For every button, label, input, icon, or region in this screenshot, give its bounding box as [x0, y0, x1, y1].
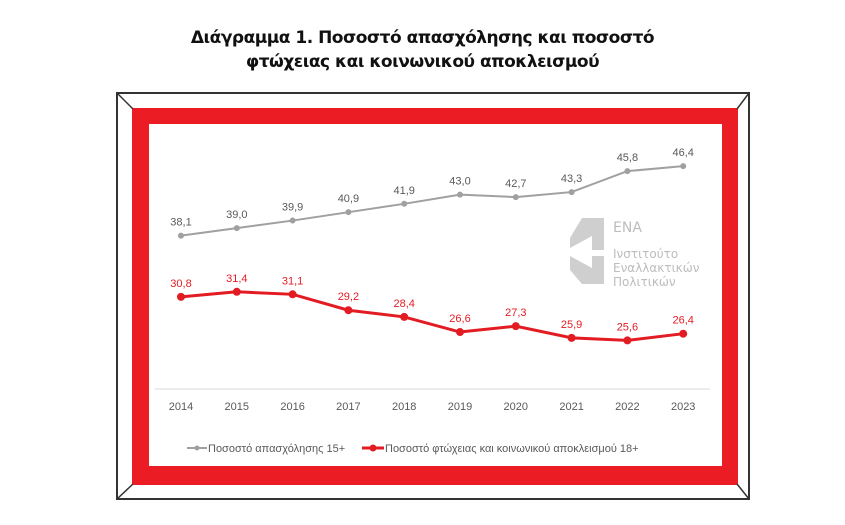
data-label: 28,4 [393, 298, 414, 310]
data-label: 40,9 [338, 193, 359, 205]
data-label: 43,0 [449, 176, 470, 188]
legend: Ποσοστό απασχόλησης 15+ Ποσοστό φτώχειας… [187, 443, 639, 455]
legend-marker-employment [194, 445, 200, 451]
data-point [623, 336, 632, 345]
logo-mark-icon [570, 218, 604, 250]
x-tick-label: 2022 [615, 401, 639, 413]
logo-line-2: Εναλλακτικών [613, 261, 700, 275]
data-point [289, 217, 296, 224]
data-point [233, 225, 240, 232]
data-label: 39,0 [226, 209, 247, 221]
data-point [680, 163, 687, 170]
data-point [178, 232, 184, 239]
data-label: 25,9 [561, 319, 582, 331]
x-tick-label: 2014 [169, 401, 193, 413]
x-tick-label: 2023 [671, 401, 695, 413]
data-label: 26,6 [449, 313, 470, 325]
series-line-0 [180, 165, 684, 237]
x-tick-label: 2015 [225, 401, 249, 413]
data-label: 31,4 [226, 273, 247, 285]
data-point [344, 306, 353, 315]
data-label: 46,4 [672, 147, 693, 159]
data-label: 45,8 [617, 152, 638, 164]
title-line-2: φτώχειας και κοινωνικού αποκλεισμού [245, 52, 600, 72]
data-point [345, 209, 352, 216]
data-point [400, 312, 409, 321]
data-label: 26,4 [672, 315, 693, 327]
data-point [456, 328, 464, 337]
legend-label-employment: Ποσοστό απασχόλησης 15+ [208, 443, 345, 455]
series-line-1 [180, 290, 684, 342]
data-label: 38,1 [170, 217, 191, 229]
legend-label-poverty: Ποσοστό φτώχειας και κοινωνικού αποκλεισ… [385, 443, 639, 455]
data-point [624, 168, 631, 175]
data-point [512, 194, 519, 201]
logo-acronym: ΕΝΑ [613, 220, 642, 236]
legend-marker-poverty [369, 444, 377, 452]
data-point [288, 290, 297, 299]
data-point [568, 189, 575, 196]
outer-frame [116, 92, 750, 500]
data-point [232, 287, 241, 296]
x-tick-label: 2018 [392, 401, 416, 413]
logo-mark-lower-icon [570, 256, 604, 284]
data-point [401, 200, 408, 207]
chart-area [149, 124, 722, 466]
frame-corners [116, 92, 750, 500]
data-label: 42,7 [505, 178, 526, 190]
watermark-logo: ΕΝΑ Ινστιτούτο Εναλλακτικών Πολιτικών [570, 218, 700, 289]
data-label: 27,3 [505, 307, 526, 319]
x-tick-label: 2021 [559, 401, 583, 413]
x-tick-label: 2020 [504, 401, 528, 413]
chart-title: Διάγραμμα 1. Ποσοστό απασχόλησης και ποσ… [0, 26, 845, 74]
data-point [177, 292, 185, 301]
data-label: 29,2 [338, 291, 359, 303]
data-label: 39,9 [282, 202, 303, 214]
x-tick-label: 2017 [336, 401, 360, 413]
title-line-1: Διάγραμμα 1. Ποσοστό απασχόλησης και ποσ… [190, 28, 655, 48]
data-label: 25,6 [617, 321, 638, 333]
x-tick-label: 2016 [280, 401, 304, 413]
data-point [567, 333, 576, 342]
data-label: 41,9 [393, 185, 414, 197]
data-point [511, 322, 520, 331]
x-tick-label: 2019 [448, 401, 472, 413]
data-point [457, 191, 463, 198]
data-label: 30,8 [170, 278, 191, 290]
logo-line-3: Πολιτικών [613, 275, 676, 289]
logo-line-1: Ινστιτούτο [613, 247, 678, 261]
data-point [679, 329, 688, 338]
data-label: 31,1 [282, 275, 303, 287]
data-label: 43,3 [561, 173, 582, 185]
